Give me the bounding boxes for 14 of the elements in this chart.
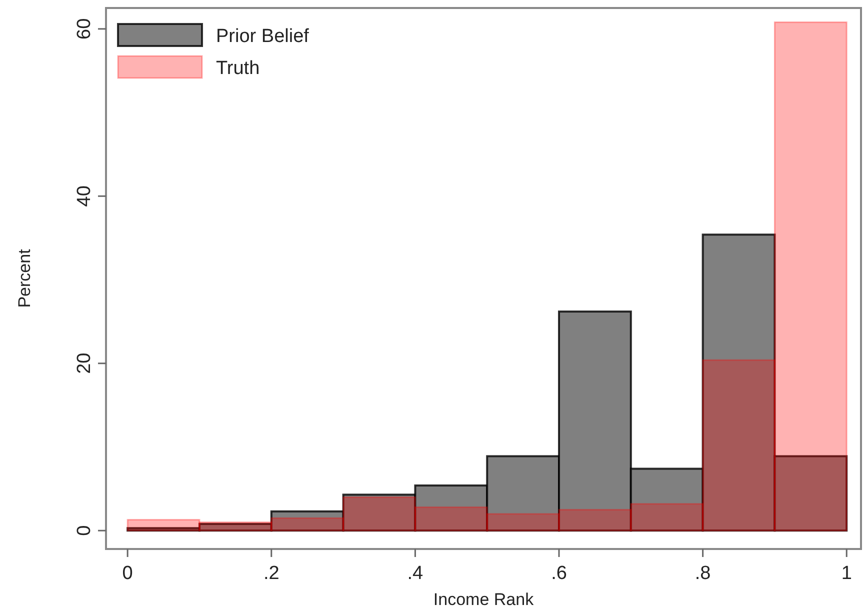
y-tick-label: 40 <box>74 186 95 207</box>
x-tick-label: .8 <box>694 563 711 584</box>
legend-label: Truth <box>216 58 260 79</box>
x-tick-label: 1 <box>841 563 852 584</box>
y-tick-label: 20 <box>74 352 95 374</box>
x-tick-label: .2 <box>263 563 280 584</box>
x-axis-title: Income Rank <box>433 590 534 609</box>
x-tick-label: 0 <box>122 563 133 584</box>
y-tick-label: 60 <box>74 18 95 40</box>
y-tick-label: 0 <box>74 525 95 536</box>
x-tick-label: .6 <box>551 563 567 584</box>
legend-label: Prior Belief <box>216 26 310 47</box>
y-axis-title: Percent <box>15 248 34 308</box>
x-tick-label: .4 <box>407 563 424 584</box>
